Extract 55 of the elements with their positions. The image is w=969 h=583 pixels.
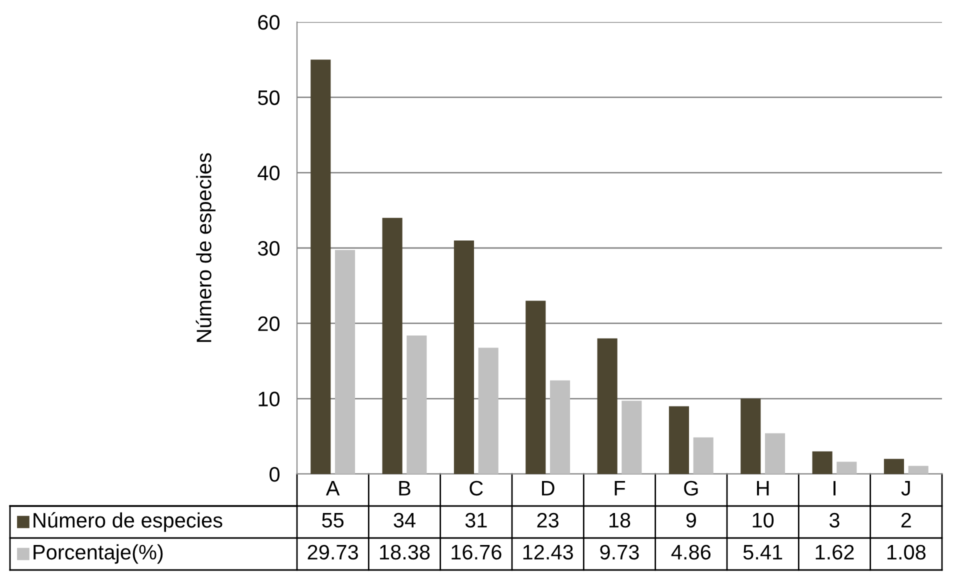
- x-tick-label: G: [684, 480, 698, 496]
- bar: [454, 240, 474, 474]
- bar: [884, 458, 904, 474]
- x-tick-label: A: [326, 481, 340, 496]
- bar: [334, 250, 356, 474]
- x-tick-label: F: [614, 481, 626, 496]
- data-label: 18.38: [380, 544, 430, 560]
- bar: [812, 451, 832, 474]
- bar: [836, 462, 857, 474]
- data-label: 12.43: [523, 544, 573, 560]
- data-label: 5.41: [743, 545, 782, 560]
- legend-label: Porcentaje(%): [34, 544, 163, 564]
- y-tick-label: 30: [258, 241, 280, 256]
- x-tick-label: B: [399, 481, 410, 496]
- data-label: 9.73: [600, 544, 639, 560]
- y-tick-label: 10: [258, 392, 280, 406]
- bar: [382, 218, 402, 474]
- bar: [668, 406, 690, 474]
- y-tick-label: 0: [270, 467, 280, 482]
- x-tick-label: H: [757, 481, 769, 496]
- x-tick-label: C: [470, 480, 483, 496]
- y-axis-title: Número de especies: [196, 153, 216, 342]
- bar: [740, 398, 761, 474]
- data-label: 3: [830, 512, 840, 528]
- data-label: 1.08: [887, 544, 926, 560]
- bar: [597, 338, 618, 474]
- data-label: 1.62: [816, 544, 854, 560]
- data-label: 16.76: [452, 544, 502, 560]
- bar: [622, 400, 642, 474]
- data-label: 9: [686, 512, 696, 528]
- bar: [693, 437, 714, 474]
- data-label: 29.73: [308, 544, 358, 560]
- bar: [550, 380, 570, 474]
- bar: [908, 466, 928, 474]
- bar: [526, 300, 546, 474]
- data-label: 10: [752, 512, 774, 528]
- x-tick-label: D: [542, 481, 554, 496]
- data-label: 23: [537, 512, 559, 528]
- data-label: 34: [394, 512, 416, 528]
- y-tick-label: 40: [258, 166, 280, 180]
- data-label: 18: [610, 512, 630, 528]
- bar: [406, 336, 427, 474]
- y-tick-label: 60: [258, 15, 280, 30]
- data-label: 31: [465, 512, 487, 528]
- y-tick-label: 50: [258, 90, 280, 106]
- bar: [478, 348, 498, 474]
- legend-label: Número de especies: [34, 512, 222, 532]
- y-tick-label: 20: [258, 316, 280, 332]
- data-label: 2: [901, 512, 911, 528]
- bar: [764, 433, 786, 474]
- data-label: 4.86: [671, 544, 711, 560]
- x-tick-label: I: [834, 481, 836, 496]
- data-label: 55: [322, 513, 344, 528]
- bar: [310, 60, 331, 474]
- x-tick-label: J: [901, 481, 910, 496]
